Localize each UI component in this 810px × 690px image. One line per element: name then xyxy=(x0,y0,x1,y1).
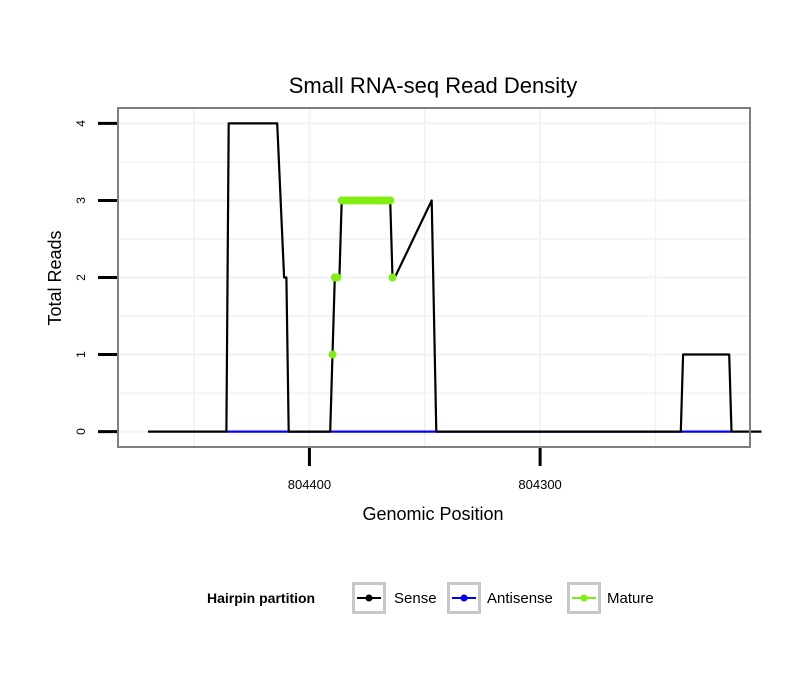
y-axis: 0 1 2 3 4 xyxy=(74,120,117,435)
legend-title: Hairpin partition xyxy=(207,590,315,606)
legend-label-mature: Mature xyxy=(607,590,654,607)
series-mature-point xyxy=(388,273,397,282)
legend-item-sense: Sense xyxy=(352,582,437,614)
x-axis-label: Genomic Position xyxy=(362,504,503,524)
series-layer xyxy=(148,122,762,433)
legend-item-antisense: Antisense xyxy=(447,582,553,614)
x-tick-label: 804400 xyxy=(288,477,331,492)
y-tick-label: 2 xyxy=(74,274,88,281)
legend-item-mature: Mature xyxy=(567,582,654,614)
x-tick-label: 804300 xyxy=(518,477,561,492)
legend-dot-antisense xyxy=(460,594,468,602)
series-mature-point xyxy=(328,350,337,359)
plot-border xyxy=(117,107,751,448)
y-tick-label: 4 xyxy=(74,120,88,127)
legend: Hairpin partition Sense Antisense Mature xyxy=(207,582,654,614)
legend-label-antisense: Antisense xyxy=(487,590,553,607)
legend-dot-mature xyxy=(580,594,588,602)
y-tick-label: 0 xyxy=(74,428,88,435)
chart-title: Small RNA-seq Read Density xyxy=(289,73,578,98)
y-tick-label: 3 xyxy=(74,197,88,204)
x-axis: 804400 804300 xyxy=(288,448,562,492)
y-tick-label: 1 xyxy=(74,351,88,358)
series-mature xyxy=(328,196,397,359)
y-axis-label: Total Reads xyxy=(45,230,65,325)
legend-dot-sense xyxy=(365,594,373,602)
series-mature-point xyxy=(333,273,342,282)
series-mature-point xyxy=(386,196,395,205)
legend-label-sense: Sense xyxy=(394,590,437,607)
